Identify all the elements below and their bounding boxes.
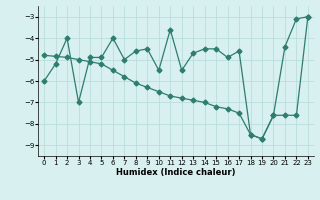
X-axis label: Humidex (Indice chaleur): Humidex (Indice chaleur): [116, 168, 236, 177]
